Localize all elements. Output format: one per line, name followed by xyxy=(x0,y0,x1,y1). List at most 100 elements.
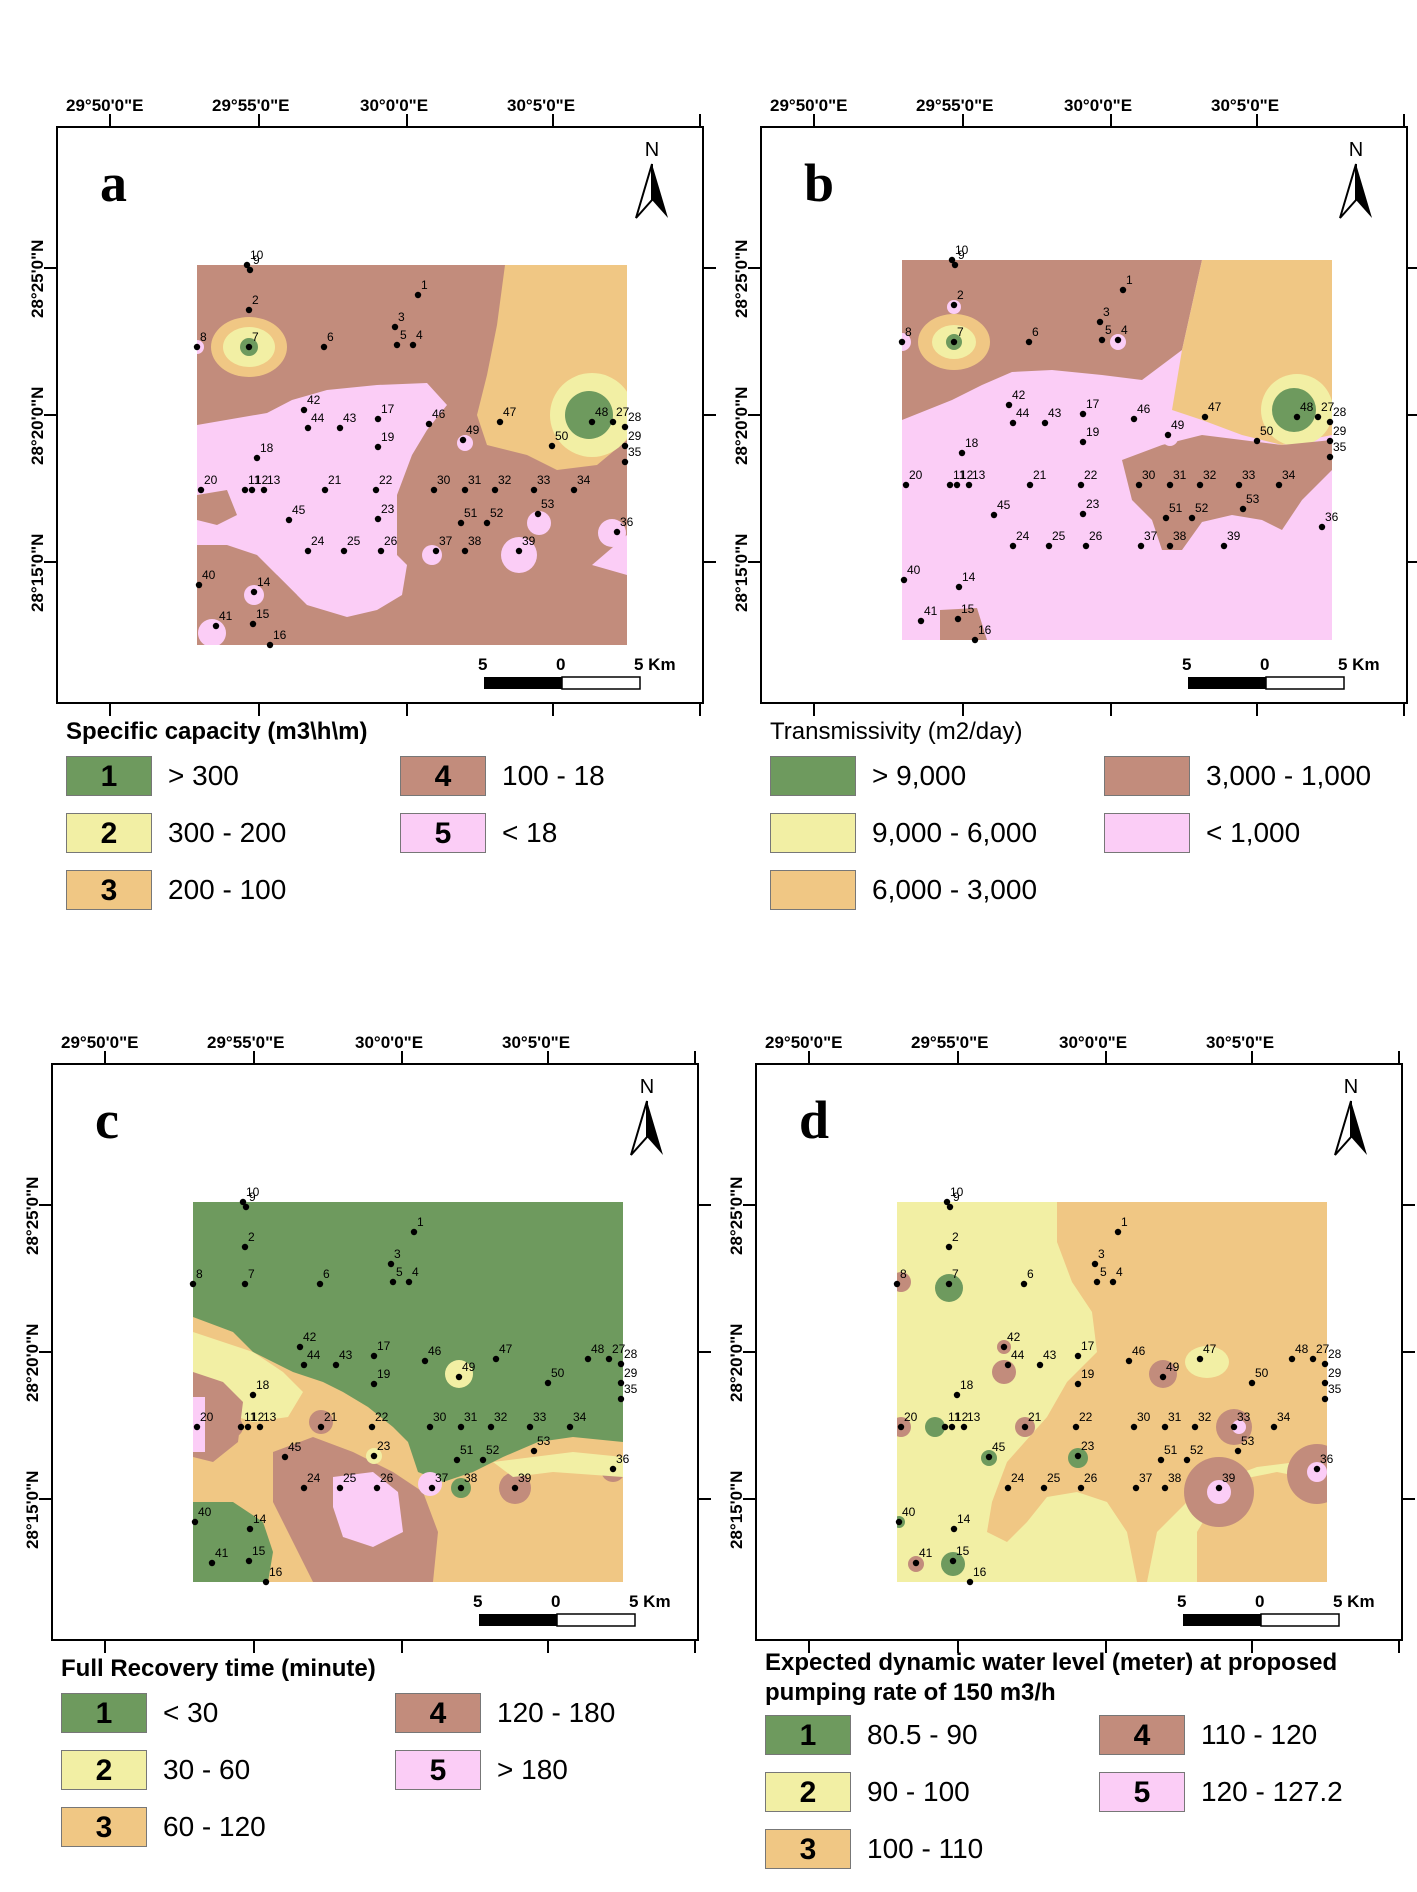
scale-bar: 5 0 5 Km xyxy=(1182,655,1380,690)
well-point xyxy=(1036,1361,1044,1369)
well-label: 2 xyxy=(957,288,964,302)
well-label: 32 xyxy=(494,1410,508,1424)
well-label: 11 xyxy=(948,1410,961,1424)
well-label: 47 xyxy=(1208,400,1222,414)
well-point xyxy=(1157,1456,1165,1464)
well-label: 17 xyxy=(381,402,395,416)
well-point xyxy=(950,338,958,346)
well-point xyxy=(370,1352,378,1360)
well-point xyxy=(1072,1423,1080,1431)
well-label: 45 xyxy=(992,1440,1006,1454)
well-label: 49 xyxy=(1171,418,1185,432)
well-point xyxy=(1326,453,1334,461)
well-label: 24 xyxy=(311,534,325,548)
well-label: 25 xyxy=(1052,529,1066,543)
well-label: 32 xyxy=(1203,468,1217,482)
well-point xyxy=(250,588,258,596)
well-label: 15 xyxy=(961,602,975,616)
legend-label: < 30 xyxy=(163,1697,219,1728)
well-label: 32 xyxy=(1198,1410,1212,1424)
well-label: 51 xyxy=(1164,1443,1178,1457)
well-point xyxy=(1234,1447,1242,1455)
well-label: 37 xyxy=(439,534,453,548)
well-label: 34 xyxy=(577,473,591,487)
well-point xyxy=(613,528,621,536)
well-point xyxy=(241,486,249,494)
well-label: 1 xyxy=(417,1215,424,1229)
well-point xyxy=(246,266,254,274)
well-point xyxy=(530,486,538,494)
well-point xyxy=(1026,481,1034,489)
well-point xyxy=(1093,1278,1101,1286)
well-point xyxy=(945,1280,953,1288)
well-point xyxy=(237,1423,245,1431)
well-point xyxy=(317,1423,325,1431)
well-label: 40 xyxy=(198,1505,212,1519)
well-point xyxy=(1125,1357,1133,1365)
well-point xyxy=(1164,431,1172,439)
well-label: 12 xyxy=(251,1410,265,1424)
well-label: 1 xyxy=(1121,1215,1128,1229)
well-point xyxy=(1074,1380,1082,1388)
legend-title: Specific capacity (m3\h\m) xyxy=(66,718,368,745)
longitude-label: 30°0'0"E xyxy=(360,96,429,115)
well-label: 33 xyxy=(533,1410,547,1424)
legend-item: 4 110 - 120 xyxy=(1099,1715,1409,1757)
well-point xyxy=(372,486,380,494)
well-point xyxy=(900,576,908,584)
well-point xyxy=(1077,1484,1085,1492)
well-point xyxy=(256,1423,264,1431)
well-label: 18 xyxy=(965,436,979,450)
legend-item: 4 120 - 180 xyxy=(395,1693,705,1735)
well-point xyxy=(193,1423,201,1431)
well-label: 2 xyxy=(952,1230,959,1244)
svg-text:5: 5 xyxy=(478,655,487,674)
legend-swatch xyxy=(1104,756,1190,796)
well-label: 53 xyxy=(1241,1434,1255,1448)
well-label: 1 xyxy=(1126,273,1133,287)
well-label: 50 xyxy=(1260,424,1274,438)
latitude-label: 28°20'0"N xyxy=(23,1323,42,1402)
well-label: 37 xyxy=(1139,1471,1153,1485)
well-label: 17 xyxy=(1086,397,1100,411)
well-point xyxy=(457,1423,465,1431)
well-label: 22 xyxy=(1084,468,1098,482)
well-point xyxy=(391,323,399,331)
well-point xyxy=(461,486,469,494)
well-label: 2 xyxy=(252,293,259,307)
svg-text:5 Km: 5 Km xyxy=(1338,655,1380,674)
legend-swatch: 4 xyxy=(1099,1715,1185,1755)
well-label: 8 xyxy=(905,325,912,339)
well-label: 50 xyxy=(1255,1366,1269,1380)
well-point xyxy=(1004,1484,1012,1492)
well-point xyxy=(588,418,596,426)
well-point xyxy=(1130,415,1138,423)
well-point xyxy=(242,1203,250,1211)
well-label: 23 xyxy=(377,1439,391,1453)
well-point xyxy=(544,1379,552,1387)
well-label: 11 xyxy=(248,473,261,487)
well-label: 4 xyxy=(412,1265,419,1279)
well-point xyxy=(1020,1280,1028,1288)
well-point xyxy=(1021,1423,1029,1431)
well-point xyxy=(534,510,542,518)
well-point xyxy=(1004,1361,1012,1369)
latitude-label: 28°15'0"N xyxy=(727,1470,746,1549)
panel-letter: d xyxy=(799,1090,830,1150)
well-label: 18 xyxy=(960,1378,974,1392)
well-point xyxy=(990,511,998,519)
well-point xyxy=(244,1423,252,1431)
well-point xyxy=(965,481,973,489)
well-label: 6 xyxy=(327,330,334,344)
well-point xyxy=(1162,514,1170,522)
well-point xyxy=(1235,481,1243,489)
longitude-label: 29°50'0"E xyxy=(770,96,848,115)
scale-bar: 5 0 5 Km xyxy=(478,655,676,690)
well-point xyxy=(1009,419,1017,427)
well-label: 5 xyxy=(1100,1265,1107,1279)
well-point xyxy=(245,306,253,314)
well-point xyxy=(1191,1423,1199,1431)
well-label: 40 xyxy=(907,563,921,577)
well-label: 7 xyxy=(248,1267,255,1281)
